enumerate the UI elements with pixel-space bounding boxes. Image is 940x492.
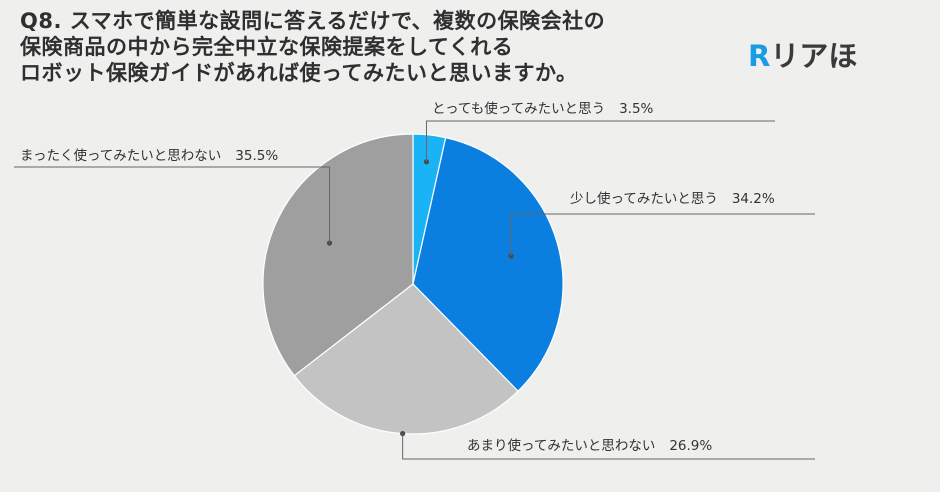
leader-line: [425, 120, 775, 162]
leader-line: [402, 433, 815, 460]
title-line-3: ロボット保険ガイドがあれば使ってみたいと思いますか。: [20, 61, 578, 85]
pie-slice: [412, 136, 564, 392]
leader-line: [510, 213, 815, 257]
title-line-1: Q8. スマホで簡単な設問に答えるだけで、複数の保険会社の: [20, 9, 606, 33]
slice-label-value: 26.9%: [669, 438, 712, 454]
slice-label: とっても使ってみたいと思う 3.5%: [432, 100, 654, 117]
pie-slice: [262, 133, 414, 377]
slice-label-name: とっても使ってみたいと思う: [432, 100, 605, 117]
chart-title: Q8. スマホで簡単な設問に答えるだけで、複数の保険会社の 保険商品の中から完全…: [20, 8, 605, 86]
slice-label: あまり使ってみたいと思わない 26.9%: [467, 437, 712, 454]
logo-mark: R: [748, 39, 771, 73]
slice-label-value: 34.2%: [732, 191, 775, 207]
slice-label-name: まったく使ってみたいと思わない: [20, 147, 221, 164]
slice-label: 少し使ってみたいと思う 34.2%: [570, 190, 775, 207]
slice-label-name: 少し使ってみたいと思う: [570, 190, 718, 207]
title-line-2: 保険商品の中から完全中立な保険提案をしてくれる: [20, 35, 514, 59]
leader-line: [14, 166, 331, 243]
slice-label-value: 35.5%: [235, 148, 278, 164]
riaho-logo[interactable]: Rリアほ: [748, 33, 857, 75]
logo-text: リアほ: [770, 39, 858, 73]
slice-label: まったく使ってみたいと思わない 35.5%: [20, 147, 278, 164]
slice-label-name: あまり使ってみたいと思わない: [467, 437, 655, 454]
slice-label-value: 3.5%: [619, 101, 653, 117]
